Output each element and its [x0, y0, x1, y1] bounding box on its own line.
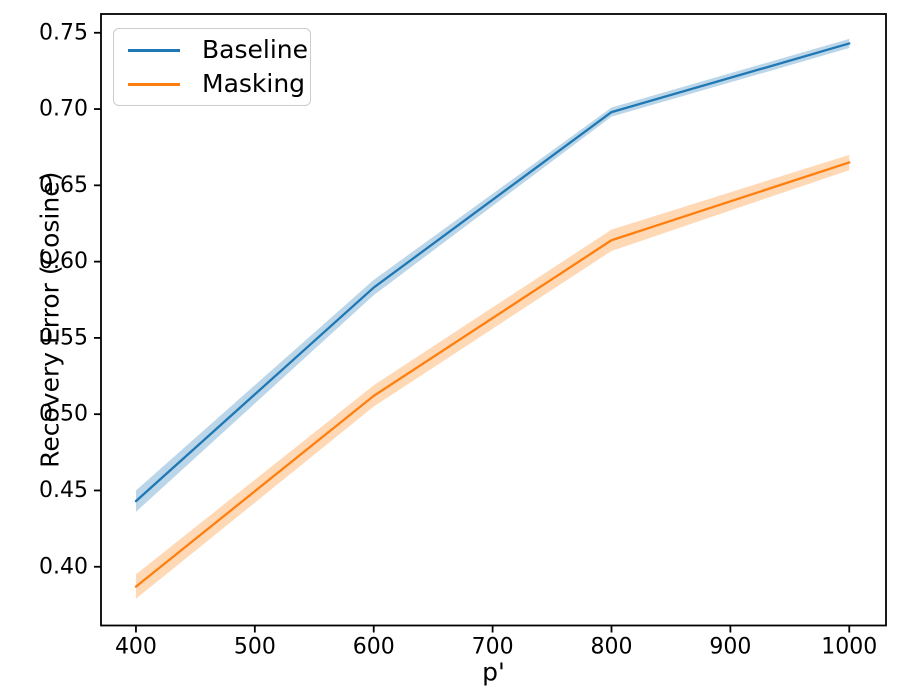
legend-label-baseline: Baseline: [202, 35, 308, 65]
legend-item-baseline: Baseline: [128, 36, 310, 64]
y-tick-label: 0.65: [39, 173, 88, 198]
y-tick-label: 0.55: [39, 325, 88, 350]
y-tick-label: 0.50: [39, 402, 88, 427]
x-tick-label: 900: [709, 635, 751, 660]
x-tick-label: 600: [353, 635, 395, 660]
legend-line-sample-masking: [128, 82, 180, 86]
x-tick-label: 500: [234, 635, 276, 660]
y-axis-label: Recovery Error (Cosine): [36, 172, 65, 468]
x-tick-label: 400: [115, 635, 157, 660]
y-tick-label: 0.40: [39, 554, 88, 579]
y-tick-label: 0.45: [39, 478, 88, 503]
x-tick-label: 700: [472, 635, 514, 660]
legend-line-sample-baseline: [128, 48, 180, 52]
legend-label-masking: Masking: [202, 69, 306, 99]
y-tick-label: 0.60: [39, 249, 88, 274]
y-tick-label: 0.70: [39, 97, 88, 122]
x-tick-label: 1000: [821, 635, 877, 660]
x-tick-label: 800: [590, 635, 632, 660]
y-tick-label: 0.75: [39, 20, 88, 45]
confidence-band-masking: [135, 154, 850, 599]
x-axis-label: p': [482, 657, 505, 686]
confidence-band-baseline: [135, 38, 850, 512]
series-line-masking: [134, 161, 851, 588]
series-line-baseline: [134, 42, 851, 503]
legend-item-masking: Masking: [128, 70, 310, 98]
legend: Baseline Masking: [113, 28, 311, 106]
